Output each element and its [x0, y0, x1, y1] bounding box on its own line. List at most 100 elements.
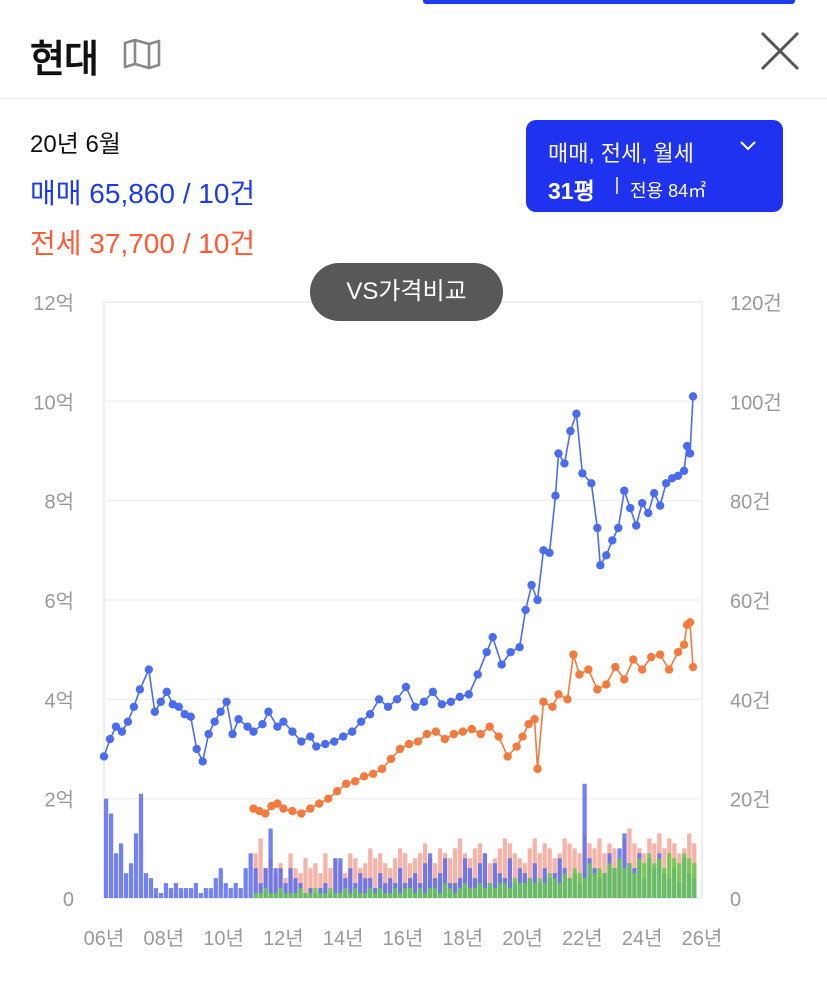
- y2-tick-label: 40건: [730, 689, 771, 712]
- jeonse-summary: 전세 37,700 / 10건: [30, 228, 256, 259]
- jeonse_price-point: [386, 754, 396, 764]
- y-tick-label: 4억: [44, 689, 74, 712]
- monthly_volume-bar: [667, 853, 672, 898]
- monthly_volume-bar: [572, 868, 577, 898]
- jeonse_volume-bar: [303, 858, 308, 898]
- jeonse_volume-bar: [308, 868, 313, 898]
- sale_volume-bar: [288, 868, 293, 898]
- jeonse_volume-bar: [318, 873, 323, 898]
- x-tick-label: 08년: [143, 927, 184, 950]
- sale_volume-bar: [253, 868, 258, 898]
- monthly_volume-bar: [313, 888, 318, 898]
- sale_price-point: [643, 508, 653, 518]
- jeonse_price-point: [503, 752, 512, 761]
- sale_price-point: [649, 489, 659, 498]
- jeonse_price-point: [324, 794, 333, 803]
- jeonse_volume-bar: [353, 858, 358, 898]
- jeonse_volume-bar: [368, 848, 373, 898]
- trade-type-size-filter-button[interactable]: 매매, 전세, 월세 31평 전용 84㎡: [526, 120, 783, 212]
- sale_price-point: [554, 449, 563, 458]
- monthly_volume-bar: [338, 893, 343, 898]
- y2-tick-label: 60건: [730, 590, 771, 613]
- y2-tick-label: 120건: [730, 292, 782, 315]
- sale_price-point: [638, 498, 647, 508]
- sale_price-point: [497, 660, 506, 669]
- monthly_volume-bar: [637, 858, 642, 898]
- sale_price-point: [105, 734, 115, 744]
- sale_price-point: [222, 697, 231, 707]
- sale_price-line: [103, 396, 694, 764]
- vs-compare-button[interactable]: VS가격비교: [310, 263, 503, 321]
- price-chart[interactable]: 0 2억 4억 6억 8억 10억 12억 0 20건 40건 60건 80건 100건 120건 06년 0…: [0, 270, 827, 981]
- sale_price-point: [401, 682, 411, 692]
- monthly_volume-bar: [532, 883, 537, 898]
- jeonse_price-point: [554, 690, 563, 699]
- jeonse_price-point: [611, 662, 620, 672]
- sale_volume-bar: [208, 888, 213, 898]
- sale_price-point: [679, 466, 689, 476]
- sale_price-point: [566, 426, 575, 436]
- sale_price-point: [545, 548, 554, 558]
- jeonse_volume-bar: [487, 863, 493, 898]
- monthly_volume-bar: [557, 883, 562, 898]
- monthly_volume-bar: [353, 888, 358, 898]
- sale_price-point: [210, 717, 219, 726]
- monthly_volume-bar: [308, 893, 313, 898]
- monthly_volume-bar: [437, 893, 443, 898]
- top-tab-indicator: [423, 0, 795, 4]
- sale_price-point: [419, 697, 429, 707]
- sale_price-point: [560, 459, 569, 468]
- sale_price-point: [464, 690, 473, 699]
- monthly_volume-bar: [393, 888, 398, 898]
- page-title: 현대: [30, 39, 99, 81]
- monthly_volume-bar: [672, 858, 677, 898]
- jeonse_price-point: [664, 665, 674, 674]
- jeonse_price-point: [673, 647, 683, 657]
- sale_volume-bar: [198, 893, 203, 898]
- sale_price-point: [356, 717, 366, 726]
- close-icon[interactable]: [756, 27, 804, 75]
- monthly_volume-bar: [617, 858, 622, 898]
- sale_volume-bar: [263, 868, 268, 898]
- monthly_volume-bar: [592, 873, 597, 898]
- sale_price-point: [258, 719, 267, 729]
- sale_price-point: [306, 732, 315, 741]
- y2-tick-label: 0: [730, 889, 741, 911]
- sale_price-point: [288, 727, 297, 736]
- sale_price-point: [527, 580, 536, 590]
- sale_price-point: [198, 757, 207, 766]
- jeonse_price-point: [685, 618, 695, 627]
- jeonse_price-point: [422, 729, 432, 739]
- sale_volume-bar: [348, 868, 353, 898]
- sale_price-point: [111, 722, 121, 731]
- jeonse_volume-bar: [472, 848, 478, 898]
- monthly_volume-bar: [677, 863, 682, 898]
- sale_volume-bar: [442, 858, 448, 898]
- map-icon[interactable]: [122, 38, 162, 70]
- sale_price-point: [572, 409, 581, 418]
- sale_price-point: [685, 449, 695, 458]
- sale_price-point: [614, 523, 623, 533]
- monthly_volume-bar: [537, 878, 542, 898]
- jeonse_price-point: [524, 719, 533, 729]
- sale_price-point: [273, 722, 282, 731]
- jeonse_price-point: [485, 722, 494, 731]
- sale_price-point: [515, 642, 524, 652]
- jeonse_volume-bar: [258, 838, 263, 898]
- monthly_volume-bar: [383, 893, 388, 898]
- sale_volume-bar: [363, 878, 368, 898]
- sale_price-point: [374, 695, 384, 704]
- sale_volume-bar: [228, 888, 233, 898]
- jeonse_volume-bar: [373, 858, 378, 898]
- monthly_volume-bar: [567, 878, 572, 898]
- sale_volume-bar: [238, 888, 243, 898]
- jeonse_price-point: [368, 769, 378, 779]
- sale_price-point: [521, 605, 530, 615]
- sale_volume-bar: [223, 883, 228, 898]
- sale_price-point: [688, 392, 698, 401]
- monthly_volume-bar: [492, 888, 497, 898]
- jeonse_volume-bar: [393, 858, 398, 898]
- sale_volume-bar: [437, 873, 443, 898]
- sale_price-point: [661, 479, 671, 488]
- monthly_volume-bar: [467, 888, 473, 898]
